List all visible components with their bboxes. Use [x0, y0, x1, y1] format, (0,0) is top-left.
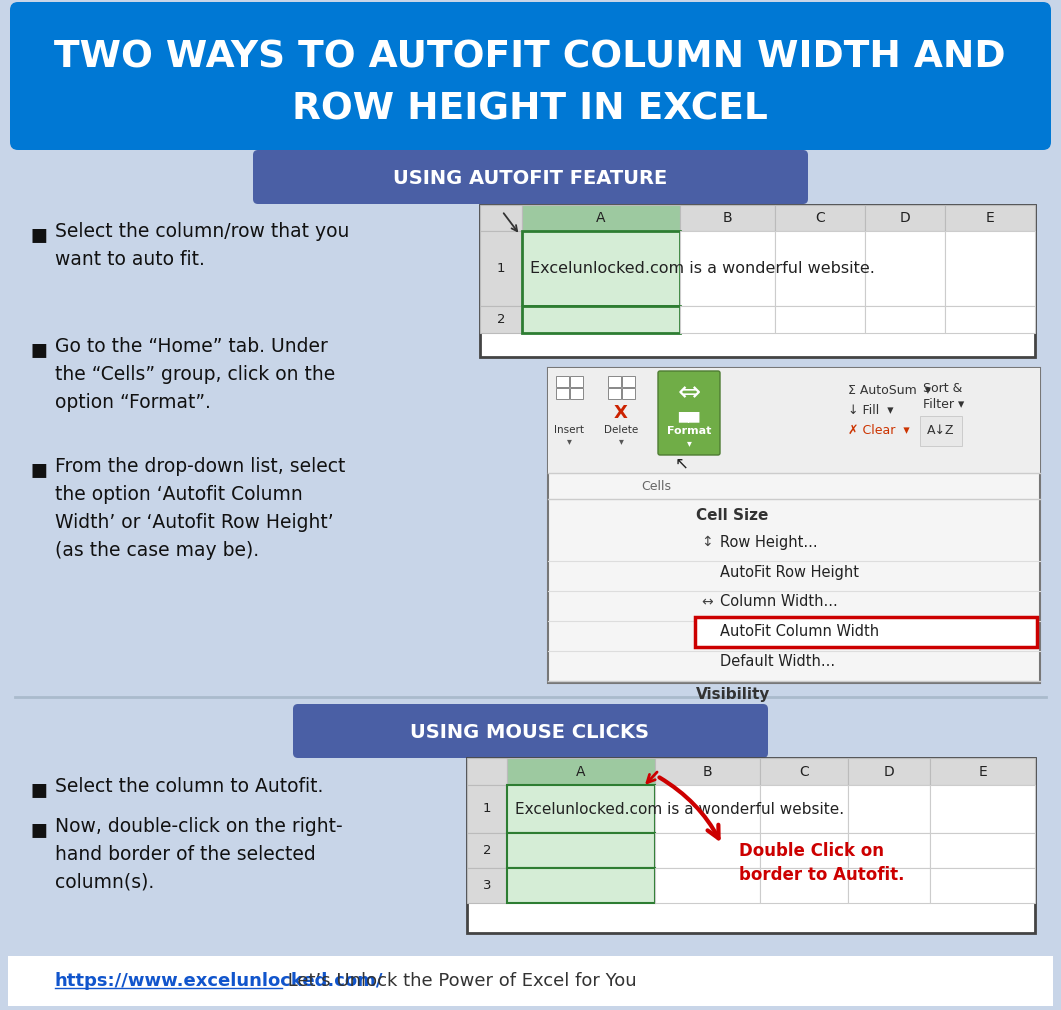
Text: Go to the “Home” tab. Under
the “Cells” group, click on the
option “Format”.: Go to the “Home” tab. Under the “Cells” … [55, 337, 335, 412]
Text: A: A [596, 211, 606, 225]
Bar [655, 833, 760, 868]
Text: 1: 1 [483, 803, 491, 815]
Bar [945, 205, 1034, 231]
Bar [848, 868, 930, 903]
Bar [467, 785, 507, 833]
Text: Default Width...: Default Width... [720, 654, 835, 670]
Bar [547, 368, 1040, 683]
Text: Sort &: Sort & [923, 382, 962, 395]
Bar [865, 306, 945, 333]
Text: ▪: ▪ [30, 220, 49, 248]
Bar [930, 833, 1034, 868]
Text: ▪: ▪ [30, 775, 49, 803]
Bar [760, 785, 848, 833]
Text: Visibility: Visibility [696, 688, 770, 703]
Text: Σ AutoSum  ▾: Σ AutoSum ▾ [848, 384, 930, 397]
Bar [775, 231, 865, 306]
Text: E: E [986, 211, 994, 225]
Text: D: D [900, 211, 910, 225]
Bar [655, 785, 760, 833]
Text: Filter ▾: Filter ▾ [923, 398, 964, 410]
Bar [680, 231, 775, 306]
Text: Row Height...: Row Height... [720, 534, 818, 549]
Bar [467, 868, 507, 903]
Bar [522, 205, 680, 231]
Text: ▪: ▪ [30, 454, 49, 483]
Bar [570, 376, 582, 387]
Text: USING MOUSE CLICKS: USING MOUSE CLICKS [411, 722, 649, 741]
Text: AutoFit Column Width: AutoFit Column Width [720, 624, 880, 639]
Bar [522, 306, 680, 333]
Text: Format: Format [666, 426, 711, 436]
Text: Double Click on
border to Autofit.: Double Click on border to Autofit. [740, 842, 904, 884]
Text: ↖: ↖ [675, 454, 689, 472]
FancyBboxPatch shape [253, 150, 808, 204]
Bar [547, 368, 1040, 473]
Bar [467, 758, 507, 785]
FancyBboxPatch shape [695, 617, 1037, 647]
Bar [930, 758, 1034, 785]
Text: ▾: ▾ [567, 436, 572, 446]
Bar [775, 306, 865, 333]
Text: Select the column/row that you
want to auto fit.: Select the column/row that you want to a… [55, 222, 349, 269]
Bar [760, 868, 848, 903]
Text: ▾: ▾ [686, 438, 692, 448]
Bar [760, 833, 848, 868]
Text: C: C [799, 765, 808, 779]
FancyBboxPatch shape [10, 2, 1051, 150]
Text: A: A [576, 765, 586, 779]
Text: https://www.excelunlocked.com/: https://www.excelunlocked.com/ [55, 972, 383, 990]
Bar [556, 388, 569, 399]
Bar [480, 306, 522, 333]
Bar [480, 205, 522, 231]
Text: 1: 1 [497, 262, 505, 275]
Text: From the drop-down list, select
the option ‘Autofit Column
Width’ or ‘Autofit Ro: From the drop-down list, select the opti… [55, 457, 346, 560]
Bar [507, 868, 655, 903]
Text: Excelunlocked.com is a wonderful website.: Excelunlocked.com is a wonderful website… [530, 261, 875, 276]
Bar [467, 758, 1034, 933]
Text: Select the column to Autofit.: Select the column to Autofit. [55, 777, 324, 796]
FancyBboxPatch shape [658, 371, 720, 454]
Text: 2: 2 [497, 313, 505, 326]
Text: ⇔: ⇔ [677, 379, 700, 407]
Text: ▪: ▪ [30, 335, 49, 363]
Text: 2: 2 [483, 844, 491, 857]
Text: B: B [702, 765, 712, 779]
Text: Insert: Insert [554, 425, 584, 435]
Bar [865, 231, 945, 306]
Text: AutoFit Row Height: AutoFit Row Height [720, 565, 859, 580]
Bar [775, 205, 865, 231]
Text: ↔: ↔ [701, 595, 713, 609]
Bar [760, 758, 848, 785]
Text: ↓ Fill  ▾: ↓ Fill ▾ [848, 404, 893, 417]
Text: Cells: Cells [641, 480, 671, 493]
Text: Excelunlocked.com is a wonderful website.: Excelunlocked.com is a wonderful website… [515, 802, 845, 816]
Bar [930, 785, 1034, 833]
Bar [467, 833, 507, 868]
Bar [622, 376, 634, 387]
Text: ▆▆: ▆▆ [678, 408, 699, 422]
Bar [920, 416, 962, 446]
Bar [608, 388, 621, 399]
Bar [8, 956, 1053, 1006]
Bar [945, 306, 1034, 333]
Text: Let’s Unlock the Power of Excel for You: Let’s Unlock the Power of Excel for You [281, 972, 637, 990]
Text: X: X [614, 404, 628, 422]
Bar [570, 388, 582, 399]
Bar [680, 205, 775, 231]
Bar [848, 785, 930, 833]
Bar [680, 306, 775, 333]
Text: Cell Size: Cell Size [696, 507, 768, 522]
Text: D: D [884, 765, 894, 779]
Text: B: B [723, 211, 732, 225]
Bar [655, 868, 760, 903]
Bar [522, 231, 680, 306]
Bar [655, 758, 760, 785]
Text: USING AUTOFIT FEATURE: USING AUTOFIT FEATURE [393, 169, 667, 188]
Text: E: E [978, 765, 987, 779]
Bar [480, 205, 1034, 357]
Bar [507, 758, 655, 785]
Text: Now, double-click on the right-
hand border of the selected
column(s).: Now, double-click on the right- hand bor… [55, 817, 343, 892]
Bar [622, 388, 634, 399]
